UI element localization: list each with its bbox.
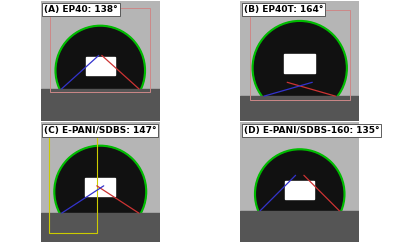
Bar <box>40 213 160 242</box>
Text: (A) EP40: 138°: (A) EP40: 138° <box>44 5 118 14</box>
Circle shape <box>257 151 343 237</box>
Circle shape <box>56 148 144 236</box>
Bar <box>85 178 115 196</box>
Bar <box>40 89 160 121</box>
Bar <box>86 57 115 75</box>
Bar <box>40 122 160 213</box>
Text: (D) E-PANI/SDBS-160: 135°: (D) E-PANI/SDBS-160: 135° <box>244 126 379 135</box>
Text: (B) EP40T: 164°: (B) EP40T: 164° <box>244 5 323 14</box>
Bar <box>50 8 150 92</box>
Text: (C) E-PANI/SDBS: 147°: (C) E-PANI/SDBS: 147° <box>44 126 157 135</box>
Bar <box>284 54 315 73</box>
Bar <box>240 211 360 242</box>
Bar <box>240 96 360 121</box>
Bar <box>240 1 360 96</box>
Bar <box>40 1 160 89</box>
Circle shape <box>57 27 143 113</box>
Circle shape <box>54 145 146 238</box>
Bar <box>240 96 360 121</box>
Circle shape <box>254 23 345 113</box>
Bar <box>285 181 314 199</box>
Circle shape <box>255 149 345 239</box>
Circle shape <box>252 21 347 116</box>
Bar <box>49 128 97 234</box>
Bar <box>240 211 360 242</box>
Bar <box>250 9 350 100</box>
Bar <box>40 89 160 121</box>
Bar <box>240 122 360 211</box>
Circle shape <box>55 25 145 116</box>
Bar <box>40 213 160 242</box>
